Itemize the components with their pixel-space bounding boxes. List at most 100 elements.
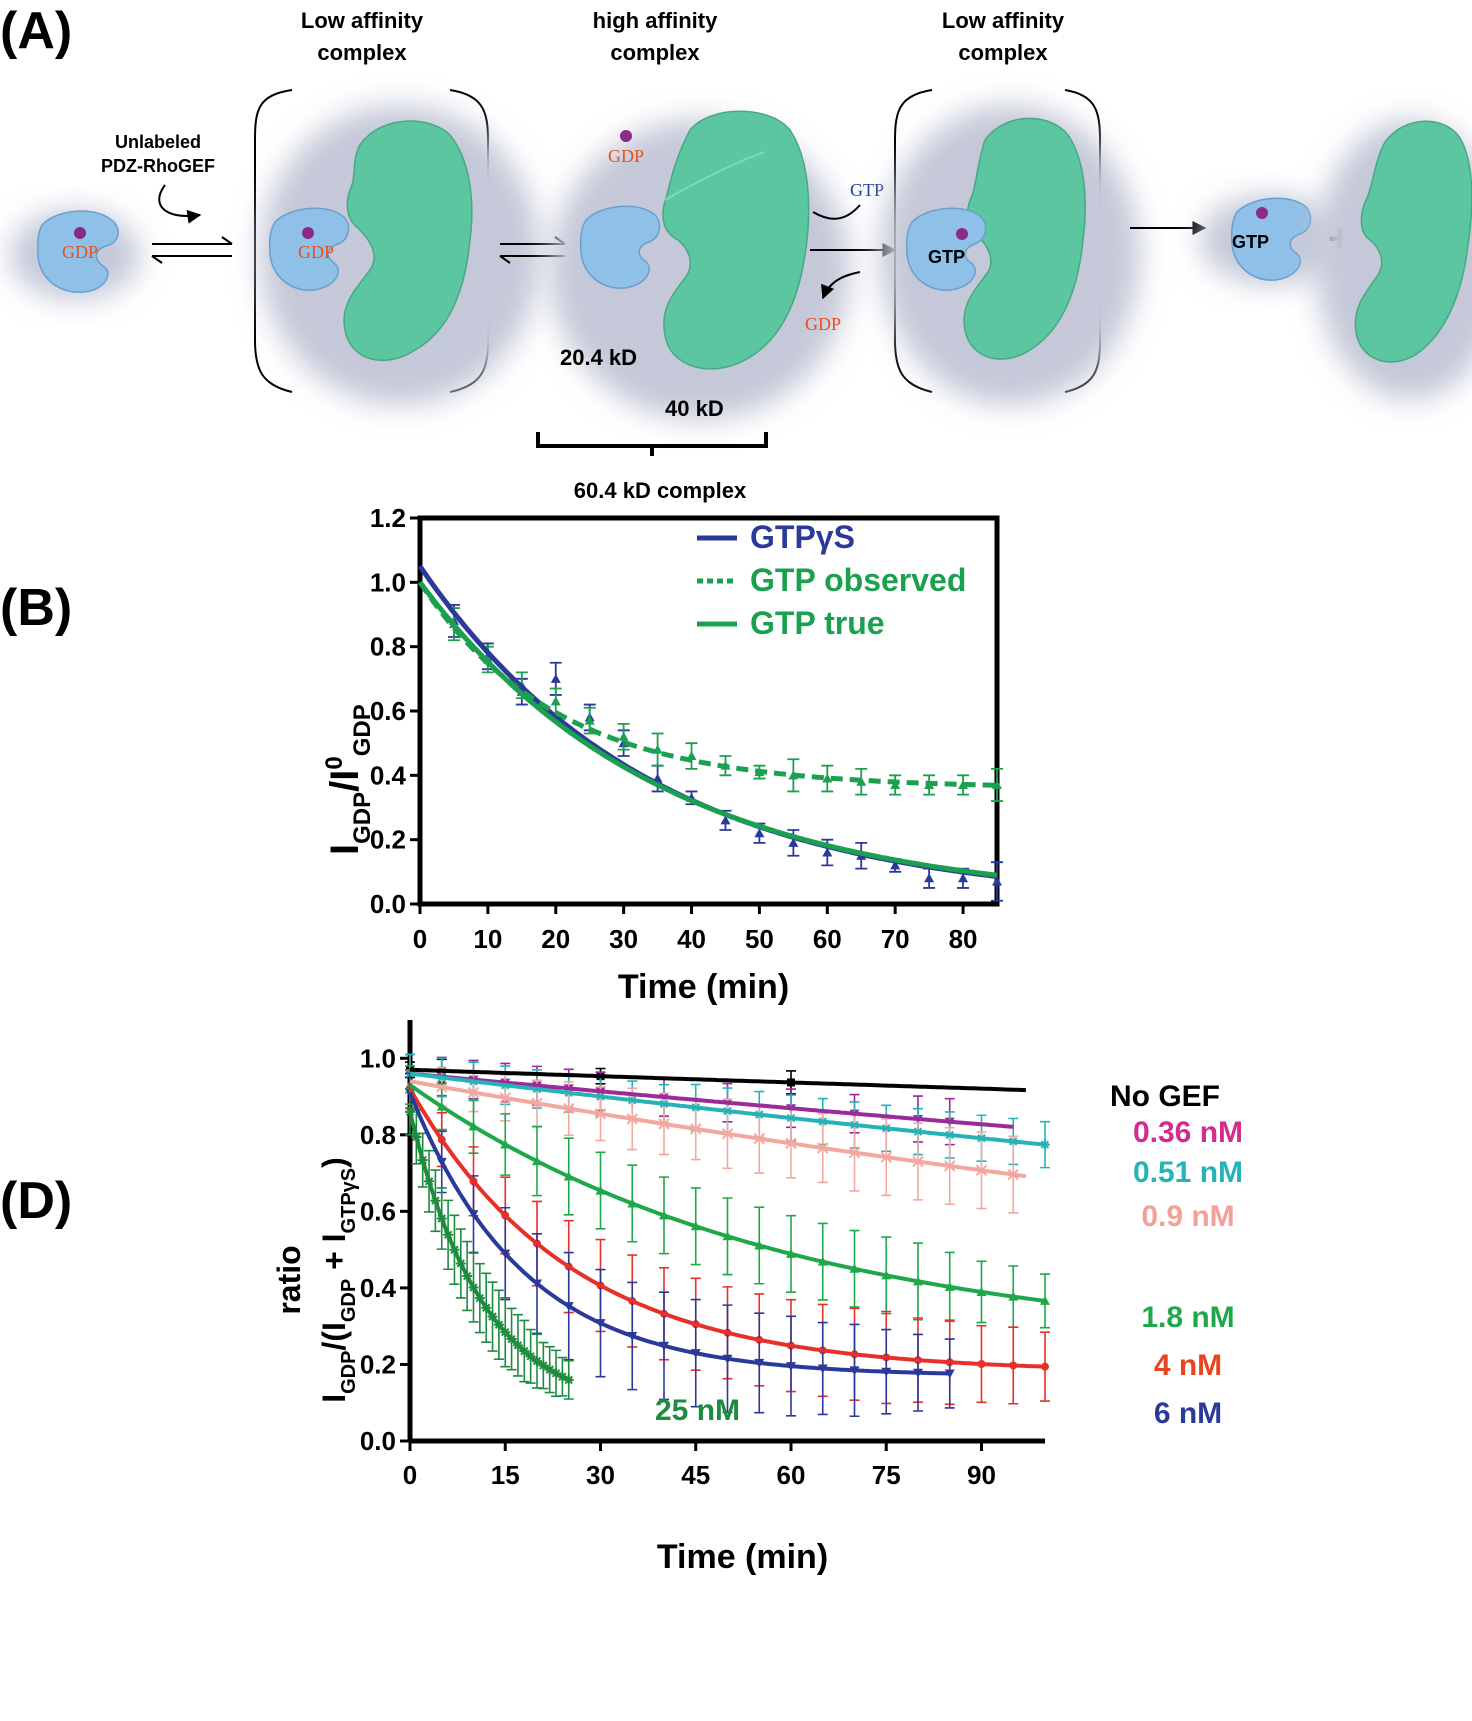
fit-line [409,1079,1027,1179]
panel-b-label: (B) [0,579,72,637]
x-tick-label: 40 [677,924,706,954]
data-point [618,731,629,741]
gef-free [1315,120,1472,400]
x-tick-label: 30 [609,924,638,954]
y-tick-label: 0.4 [360,1273,397,1303]
x-tick-label: 90 [967,1460,996,1490]
fit-line [408,1083,1046,1303]
gdp-dot [74,227,86,239]
mass-large-label: 40 kD [665,396,724,421]
y-tick-label: 0.8 [370,632,406,662]
data-point [550,696,561,706]
complex-brace [536,432,768,456]
fit-line [409,1067,1026,1093]
x-tick-label: 30 [586,1460,615,1490]
gdp-out-label: GDP [805,314,841,334]
series-label: 4 nM [1154,1349,1222,1382]
data-point [405,1106,415,1117]
x-tick-label: 45 [681,1460,710,1490]
y-tick-label: 1.2 [370,503,406,533]
fit-line [417,580,998,878]
fit-line [409,1071,1046,1147]
x-tick-label: 0 [403,1460,417,1490]
panel-d-y-axis-label-line2: IGDP/(IGDP + IGTPγS) [316,1157,360,1403]
x-tick-label: 60 [777,1460,806,1490]
y-tick-label: 0.2 [370,825,406,855]
y-tick-label: 0.8 [360,1120,396,1150]
data-point [822,773,833,783]
series-label: 25 nM [655,1394,740,1427]
data-point [550,673,561,683]
x-axis-title: Time (min) [657,1538,828,1576]
series-label: 0.9 nM [1141,1200,1234,1233]
gtp-label-complex-2: GTP [928,247,965,267]
panel-b-y-axis-label: IGDP/I0GDP [321,704,376,855]
x-tick-label: 10 [473,924,502,954]
y-tick-label: 0.4 [370,760,407,790]
fit-line [409,1071,1014,1129]
x-tick-label: 0 [413,924,427,954]
mass-small-label: 20.4 kD [560,345,637,370]
panel-d-label: (D) [0,1172,72,1230]
gtp-in-arrow [812,204,861,220]
header-low-affinity-1-line2: complex [317,40,407,65]
unlabeled-line2: PDZ-RhoGEF [101,156,215,176]
data-point [720,815,731,825]
y-tick-label: 0.0 [360,1426,396,1456]
x-axis-title: Time (min) [618,968,789,1006]
legend-label: GTPγS [750,519,855,555]
x-tick-label: 75 [872,1460,901,1490]
x-tick-label: 15 [491,1460,520,1490]
series-label: 6 nM [1154,1397,1222,1430]
chart-d: 0 15 30 45 60 75 90 0.0 0.2 0.4 0.6 0.8 1.0 Time (min… [360,1020,1243,1576]
panel-b: (B) IGDP/I0GDP 0 10 20 30 40 50 60 70 80 0.0 0.2 0.… [0,503,1003,1006]
data-point [958,873,969,883]
data-point [584,715,595,725]
x-tick-label: 70 [881,924,910,954]
gdp-label: GDP [62,242,98,262]
x-tick-label: 60 [813,924,842,954]
data-point [924,873,935,883]
curved-arrow-in [158,184,202,224]
gtp-label-free: GTP [1232,232,1269,252]
gdp-label-complex-1: GDP [298,242,334,262]
unlabeled-line1: Unlabeled [115,132,201,152]
legend-label: GTP observed [750,562,966,598]
fit-line [417,580,998,788]
gtp-in-label: GTP [850,180,884,200]
panel-a-label: (A) [0,2,72,60]
header-low-affinity-2-line2: complex [958,40,1048,65]
gdp-label-released: GDP [608,146,644,166]
y-tick-label: 0.0 [370,889,406,919]
header-high-affinity-line1: high affinity [593,8,718,33]
gtpase-free-gdp: GDP [10,210,140,300]
fit-line [408,1111,570,1382]
chart-b: 0 10 20 30 40 50 60 70 80 0.0 0.2 0.4 0.6 0.8 1.0 1.2 Ti… [370,503,1003,1006]
data-point [754,828,765,838]
header-low-affinity-2-line1: Low affinity [942,8,1065,33]
data-point [890,860,901,870]
panel-a: (A) Low affinity complex high affinity c… [0,2,1472,503]
series-label: 1.8 nM [1141,1301,1234,1334]
data-point [788,837,799,847]
x-tick-label: 50 [745,924,774,954]
high-affinity-complex: GDP [550,110,850,420]
gtpase-free-gtp: GTP [1200,195,1340,285]
low-affinity-complex-1: GDP [260,105,540,405]
equilibrium-arrow-1 [151,236,233,264]
panel-d: (D) ratio IGDP/(IGDP + IGTPγS) 0 15 30 45 60… [0,1020,1243,1576]
fit-line [408,1087,1046,1369]
series-label: 0.36 nM [1133,1116,1243,1149]
x-tick-label: 20 [541,924,570,954]
fit-line [417,564,998,879]
header-low-affinity-1-line1: Low affinity [301,8,424,33]
complex-mass-label: 60.4 kD complex [574,478,747,503]
y-tick-label: 0.6 [360,1196,396,1226]
fit-line [408,1091,950,1376]
series-label: No GEF [1110,1080,1220,1113]
y-tick-label: 0.6 [370,696,406,726]
panel-d-y-axis-label-line1: ratio [271,1245,307,1314]
x-tick-label: 80 [949,924,978,954]
header-high-affinity-line2: complex [610,40,700,65]
